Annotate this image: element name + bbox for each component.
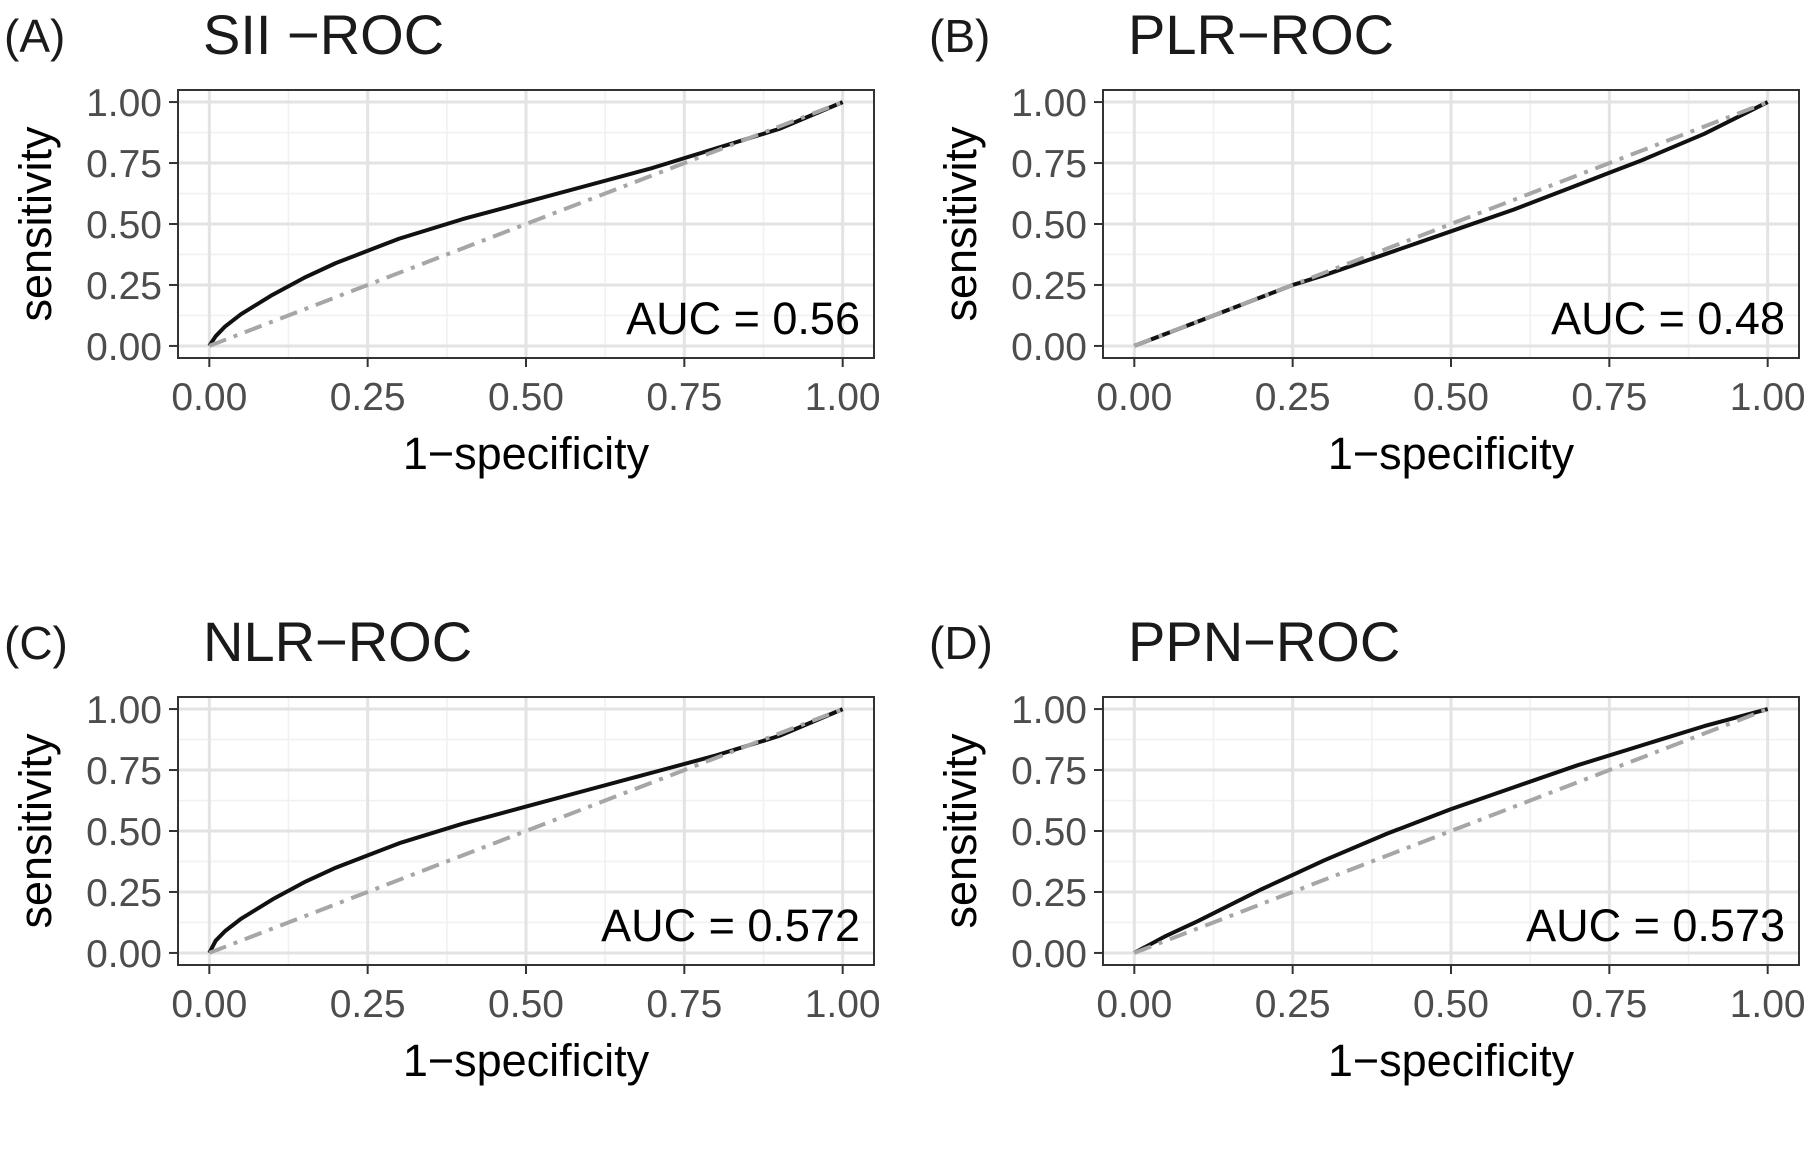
x-tick-label: 0.00 — [171, 983, 247, 1026]
x-axis-label: 1−specificity — [403, 428, 650, 479]
panel-label-b: (B) — [929, 10, 990, 62]
y-tick-label: 0.50 — [1011, 204, 1087, 247]
y-tick-label: 1.00 — [86, 689, 162, 732]
x-tick-label: 0.25 — [1255, 376, 1331, 419]
x-tick-label: 0.50 — [488, 983, 564, 1026]
panel-b: 0.00 0.25 0.50 0.75 1.00 0.00 0.25 0.50 0.75 1.00… — [929, 3, 1806, 479]
auc-annotation: AUC = 0.572 — [601, 900, 860, 951]
y-tick-label: 0.00 — [1011, 326, 1087, 369]
panel-title-c: NLR−ROC — [203, 610, 472, 673]
y-tick-label: 0.25 — [1011, 265, 1087, 308]
panel-label-d: (D) — [929, 617, 993, 669]
y-tick-label: 1.00 — [1011, 689, 1087, 732]
x-tick-label: 0.00 — [1096, 376, 1172, 419]
y-axis-label: sensitivity — [935, 733, 986, 929]
x-axis-label: 1−specificity — [1328, 1035, 1575, 1086]
x-tick-label: 0.50 — [488, 376, 564, 419]
panel-label-a: (A) — [4, 10, 65, 62]
x-tick-label: 1.00 — [1730, 983, 1806, 1026]
y-tick-label: 0.25 — [1011, 872, 1087, 915]
y-tick-label: 0.50 — [86, 204, 162, 247]
y-tick-label: 0.75 — [1011, 750, 1087, 793]
x-tick-label: 0.75 — [1571, 376, 1647, 419]
auc-annotation: AUC = 0.56 — [626, 293, 860, 344]
x-tick-label: 0.00 — [1096, 983, 1172, 1026]
auc-annotation: AUC = 0.48 — [1551, 293, 1785, 344]
x-tick-label: 1.00 — [1730, 376, 1806, 419]
panel-c: 0.00 0.25 0.50 0.75 1.00 0.00 0.25 0.50 0.75 1.00… — [4, 610, 881, 1086]
x-tick-label: 0.75 — [1571, 983, 1647, 1026]
y-tick-label: 0.25 — [86, 872, 162, 915]
x-tick-label: 0.50 — [1413, 376, 1489, 419]
y-axis-label: sensitivity — [10, 733, 61, 929]
roc-curve — [207, 100, 844, 348]
y-axis-label: sensitivity — [935, 126, 986, 322]
y-tick-label: 0.75 — [1011, 143, 1087, 186]
y-tick-label: 0.00 — [86, 326, 162, 369]
x-tick-label: 0.75 — [646, 983, 722, 1026]
panel-d: 0.00 0.25 0.50 0.75 1.00 0.00 0.25 0.50 0.75 1.00… — [929, 610, 1806, 1086]
x-tick-label: 1.00 — [805, 376, 881, 419]
roc-curve — [1133, 707, 1769, 955]
panel-title-b: PLR−ROC — [1128, 3, 1394, 66]
x-axis-label: 1−specificity — [1328, 428, 1575, 479]
x-tick-label: 0.25 — [330, 376, 406, 419]
x-axis-label: 1−specificity — [403, 1035, 650, 1086]
y-axis-label: sensitivity — [10, 126, 61, 322]
y-tick-label: 0.25 — [86, 265, 162, 308]
panel-a: 0.00 0.25 0.50 0.75 1.00 0.00 0.25 0.50 0.75 1.00… — [4, 3, 881, 479]
panel-label-c: (C) — [4, 617, 68, 669]
roc-curve — [207, 707, 844, 954]
x-tick-label: 0.25 — [330, 983, 406, 1026]
y-tick-label: 0.50 — [1011, 811, 1087, 854]
panel-title-a: SII −ROC — [203, 3, 444, 66]
x-tick-label: 0.75 — [646, 376, 722, 419]
y-tick-label: 1.00 — [1011, 82, 1087, 125]
auc-annotation: AUC = 0.573 — [1526, 900, 1785, 951]
y-tick-label: 0.75 — [86, 750, 162, 793]
panel-title-d: PPN−ROC — [1128, 610, 1400, 673]
x-tick-label: 0.25 — [1255, 983, 1331, 1026]
y-tick-label: 0.00 — [1011, 933, 1087, 976]
y-tick-label: 1.00 — [86, 82, 162, 125]
x-tick-label: 0.50 — [1413, 983, 1489, 1026]
x-tick-label: 0.00 — [171, 376, 247, 419]
x-tick-label: 1.00 — [805, 983, 881, 1026]
y-tick-label: 0.00 — [86, 933, 162, 976]
y-tick-label: 0.75 — [86, 143, 162, 186]
y-tick-label: 0.50 — [86, 811, 162, 854]
